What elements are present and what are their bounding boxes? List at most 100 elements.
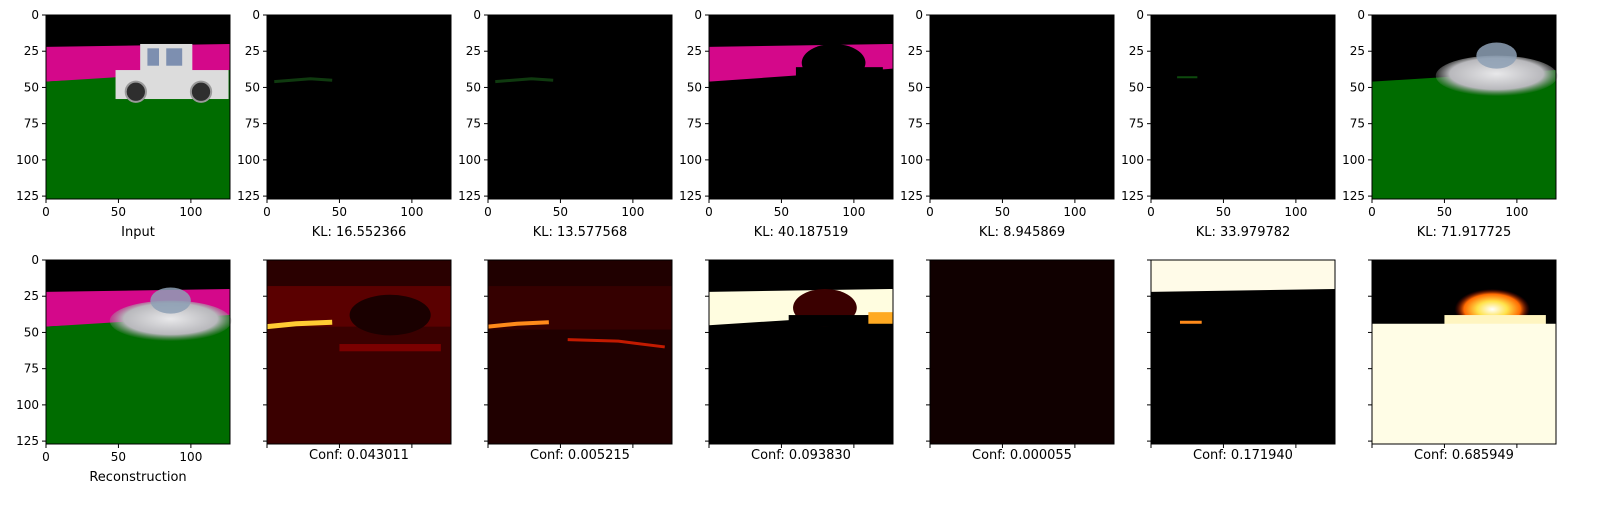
- y-tick-label: 50: [24, 325, 39, 339]
- y-tick-label: 100: [1121, 153, 1144, 167]
- panel-input-0: 0 50 100 0 25 50 75 100 125 Input: [16, 8, 231, 240]
- axes-frame: [708, 14, 894, 200]
- panel-caption: KL: 33.979782: [1196, 225, 1291, 240]
- panel-caption: Input: [121, 225, 155, 240]
- x-tick-label: 50: [111, 205, 126, 219]
- panel-caption: Conf: 0.171940: [1193, 448, 1293, 463]
- component-image: [1151, 15, 1335, 199]
- axes-frame: [708, 259, 894, 445]
- y-tick-label: 125: [679, 189, 702, 203]
- panel-heatmap-12: Conf: 0.171940: [1147, 259, 1336, 463]
- panel-caption: Conf: 0.043011: [309, 448, 409, 463]
- heatmap-image: [930, 260, 1114, 444]
- x-tick-label: 0: [263, 205, 271, 219]
- panel-heatmap-9: Conf: 0.005215: [484, 259, 673, 463]
- y-tick-label: 100: [900, 153, 923, 167]
- panel-caption: Conf: 0.000055: [972, 448, 1072, 463]
- car-blur: [109, 300, 232, 342]
- axes-frame: [45, 14, 231, 200]
- panel-component-2: 0 50 100 0 25 50 75 100 125 KL: 13.577568: [458, 8, 673, 240]
- panel-caption: Conf: 0.005215: [530, 448, 630, 463]
- component-image: [488, 15, 672, 199]
- panel-heatmap-10: Conf: 0.093830: [705, 259, 894, 463]
- y-tick-label: 0: [473, 8, 481, 22]
- y-tick-label: 75: [908, 117, 923, 131]
- axes-frame: [266, 14, 452, 200]
- y-tick-label: 25: [245, 44, 260, 58]
- y-tick-label: 75: [245, 117, 260, 131]
- ground-region: [46, 315, 230, 444]
- x-tick-label: 0: [1368, 205, 1376, 219]
- y-tick-label: 50: [24, 80, 39, 94]
- y-tick-label: 50: [245, 80, 260, 94]
- y-tick-label: 125: [458, 189, 481, 203]
- y-tick-label: 0: [31, 253, 39, 267]
- heat-region: [868, 312, 893, 324]
- x-tick-label: 0: [1147, 205, 1155, 219]
- axes-frame: [929, 259, 1115, 445]
- car-wheel: [124, 80, 147, 103]
- x-tick-label: 0: [705, 205, 713, 219]
- y-tick-label: 125: [900, 189, 923, 203]
- y-tick-label: 50: [466, 80, 481, 94]
- y-tick-label: 100: [16, 398, 39, 412]
- panel-heatmap-13: Conf: 0.685949: [1368, 259, 1557, 463]
- x-tick-label: 50: [1437, 205, 1452, 219]
- panel-caption: Conf: 0.685949: [1414, 448, 1514, 463]
- y-tick-label: 125: [1342, 189, 1365, 203]
- panel-component-4: 0 50 100 0 25 50 75 100 125 KL: 8.945869: [900, 8, 1115, 240]
- axes-frame: [929, 14, 1115, 200]
- ground-region: [46, 70, 230, 199]
- x-tick-label: 50: [995, 205, 1010, 219]
- y-tick-label: 25: [908, 44, 923, 58]
- x-tick-label: 50: [111, 450, 126, 464]
- y-tick-label: 75: [687, 117, 702, 131]
- car-blur-window: [150, 287, 191, 314]
- heat-edge: [567, 338, 665, 349]
- component-image: [709, 15, 893, 199]
- y-tick-label: 25: [24, 44, 39, 58]
- panel-caption: KL: 8.945869: [979, 225, 1065, 240]
- panel-caption: Reconstruction: [89, 470, 186, 485]
- y-tick-label: 125: [16, 434, 39, 448]
- x-tick-label: 100: [400, 205, 423, 219]
- y-tick-label: 100: [458, 153, 481, 167]
- heat-hot-region: [1151, 260, 1335, 292]
- x-tick-label: 100: [1063, 205, 1086, 219]
- panel-component-5: 0 50 100 0 25 50 75 100 125 KL: 33.979782: [1121, 8, 1336, 240]
- x-tick-label: 50: [332, 205, 347, 219]
- car-window: [147, 48, 160, 66]
- axes-frame: [1150, 14, 1336, 200]
- y-tick-label: 100: [679, 153, 702, 167]
- y-tick-label: 100: [1342, 153, 1365, 167]
- panel-component-6: 0 50 100 0 25 50 75 100 125 KL: 71.917725: [1342, 8, 1558, 240]
- faint-edge: [274, 77, 333, 84]
- y-tick-label: 100: [16, 153, 39, 167]
- heat-region: [349, 294, 431, 336]
- y-tick-label: 0: [694, 8, 702, 22]
- panel-heatmap-8: Conf: 0.043011: [263, 259, 452, 463]
- panel-reconstruction-7: 0 50 100 0 25 50 75 100 125 Reconstruction: [16, 253, 232, 485]
- x-tick-label: 100: [842, 205, 865, 219]
- heat-region: [788, 315, 893, 327]
- panel-caption: KL: 13.577568: [533, 225, 628, 240]
- heat-edge: [487, 320, 549, 329]
- x-tick-label: 100: [179, 205, 202, 219]
- component-image: [930, 15, 1114, 199]
- y-tick-label: 125: [16, 189, 39, 203]
- y-tick-label: 0: [31, 8, 39, 22]
- y-tick-label: 50: [908, 80, 923, 94]
- y-tick-label: 0: [1136, 8, 1144, 22]
- ground-region: [1372, 70, 1556, 199]
- x-tick-label: 0: [484, 205, 492, 219]
- car-wheel: [189, 80, 213, 103]
- y-tick-label: 75: [24, 362, 39, 376]
- axes-frame: [1371, 259, 1557, 445]
- heat-edge: [266, 319, 333, 330]
- x-tick-label: 0: [42, 450, 50, 464]
- x-tick-label: 50: [1216, 205, 1231, 219]
- y-tick-label: 25: [687, 44, 702, 58]
- axes-frame: [266, 259, 452, 445]
- x-tick-label: 100: [1505, 205, 1528, 219]
